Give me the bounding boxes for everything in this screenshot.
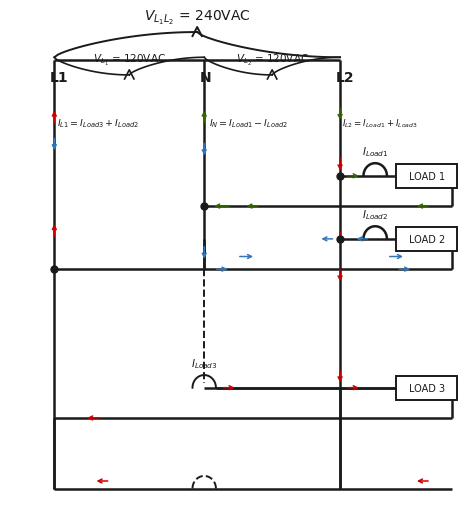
Bar — [396, 164, 457, 188]
Text: LOAD 2: LOAD 2 — [409, 235, 445, 244]
Text: $V_{L_1L_2}$ = 240VAC: $V_{L_1L_2}$ = 240VAC — [144, 9, 251, 27]
Text: L1: L1 — [50, 71, 68, 84]
Text: N: N — [200, 71, 211, 84]
Bar — [396, 376, 457, 400]
Text: $V_{L_1}$ = 120VAC: $V_{L_1}$ = 120VAC — [93, 53, 166, 68]
Text: $I_{Load1}$: $I_{Load1}$ — [362, 145, 389, 159]
Text: $I_N = I_{Load1} - I_{Load2}$: $I_N = I_{Load1} - I_{Load2}$ — [209, 118, 288, 130]
Text: $V_{L_2}$ = 120VAC: $V_{L_2}$ = 120VAC — [236, 53, 309, 68]
Text: $I_{Load3}$: $I_{Load3}$ — [191, 356, 218, 370]
Text: $I_{L2} = I_{Load1} + I_{Load3}$: $I_{L2} = I_{Load1} + I_{Load3}$ — [342, 118, 418, 130]
Text: $I_{L1} = I_{Load3} + I_{Load2}$: $I_{L1} = I_{Load3} + I_{Load2}$ — [57, 118, 139, 130]
Text: LOAD 3: LOAD 3 — [409, 383, 445, 393]
Bar — [396, 228, 457, 251]
Text: $I_{Load2}$: $I_{Load2}$ — [362, 208, 388, 222]
Text: LOAD 1: LOAD 1 — [409, 172, 445, 181]
Text: L2: L2 — [336, 71, 354, 84]
